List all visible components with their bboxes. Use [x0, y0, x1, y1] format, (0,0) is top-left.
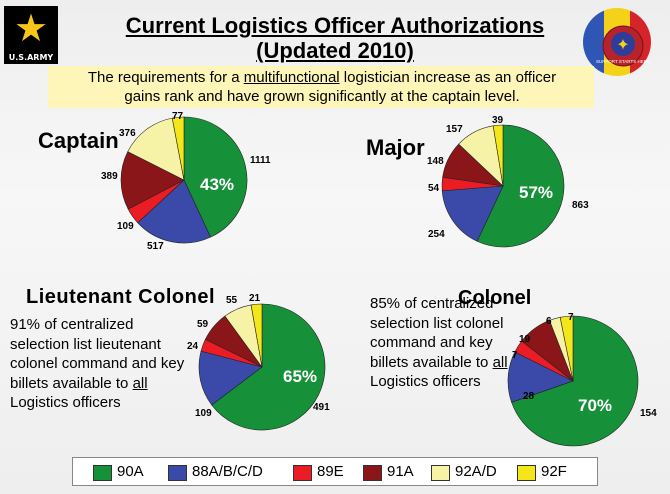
pct-major: 57% [519, 183, 554, 202]
label-cpt-389: 389 [101, 171, 118, 182]
label-cpt-517: 517 [147, 241, 164, 252]
legend-swatch-92f [517, 465, 536, 481]
label-ltc-24: 24 [187, 341, 199, 352]
label-cpt-77: 77 [172, 111, 184, 122]
label-maj-148: 148 [427, 156, 444, 167]
note-ltc: 91% of centralized selection list lieute… [10, 315, 186, 413]
title-line-2: (Updated 2010) [256, 38, 414, 63]
crest-text: SUPPORT STARTS HERE [596, 59, 650, 64]
label-cpt-1111: 1111 [250, 155, 271, 166]
banner-line-2: gains rank and have grown significantly … [124, 88, 520, 105]
note-col-text: 85% of centralized selection list colone… [370, 295, 504, 371]
label-col-154: 154 [640, 408, 657, 419]
banner-emphasis: multifunctional [243, 69, 340, 86]
pie-slice-ltc-92f [250, 303, 263, 368]
label-maj-54: 54 [428, 183, 440, 194]
pie-slice-major-88abcd [441, 185, 504, 242]
legend-swatch-89e [293, 465, 312, 481]
note-col: 85% of centralized selection list colone… [370, 294, 520, 392]
pie-slice-ltc-88abcd [198, 350, 263, 406]
pie-slice-major-90a [476, 124, 565, 248]
title-line-1: Current Logistics Officer Authorizations [125, 13, 545, 38]
note-ltc-underlined: all [132, 374, 148, 392]
note-ltc-text: 91% of centralized selection list lieute… [10, 316, 185, 392]
pie-slice-colonel-92f [559, 315, 574, 382]
banner-part-1: The requirements for a [87, 69, 244, 86]
label-maj-863: 863 [572, 200, 589, 211]
regimental-crest-icon: ✦ SUPPORT STARTS HERE [583, 8, 651, 76]
label-col-28: 28 [523, 391, 535, 402]
rank-title-captain: Captain [38, 128, 119, 153]
legend-swatch-88a [168, 465, 187, 481]
note-col-underlined: all [492, 353, 508, 371]
legend-label-90a: 90A [117, 463, 144, 480]
legend-swatch-91a [363, 465, 382, 481]
pie-slice-colonel-90a [511, 315, 639, 447]
label-col-19: 19 [519, 334, 531, 345]
pie-slice-captain-92ad [127, 117, 185, 181]
label-ltc-109: 109 [195, 408, 212, 419]
pct-ltc: 65% [283, 367, 318, 386]
pie-slice-captain-90a [183, 116, 248, 238]
note-ltc-tail: Logistics officers [10, 394, 121, 411]
label-cpt-376: 376 [119, 128, 136, 139]
banner-line-1: The requirements for a multifunctional l… [52, 68, 592, 87]
star-icon: ★ [13, 8, 49, 50]
legend-label-92f: 92F [541, 463, 567, 480]
army-logo: ★ U.S.ARMY [4, 6, 58, 64]
rank-title-ltc: Lieutenant Colonel [26, 286, 215, 308]
label-ltc-55: 55 [226, 295, 238, 306]
label-ltc-491: 491 [313, 402, 330, 413]
pie-slice-ltc-90a [211, 303, 326, 431]
label-ltc-59: 59 [197, 319, 209, 330]
label-maj-157: 157 [446, 124, 463, 135]
pie-slice-captain-88abcd [137, 179, 211, 244]
legend-label-89e: 89E [317, 463, 344, 480]
legend-swatch-92ad [431, 465, 450, 481]
label-col-7b: 7 [568, 312, 574, 323]
label-maj-39: 39 [492, 115, 504, 126]
label-col-7a: 7 [512, 350, 518, 361]
note-col-tail: Logistics officers [370, 373, 481, 390]
logo-text: U.S.ARMY [8, 53, 54, 62]
pct-captain: 43% [200, 175, 235, 194]
rank-title-major: Major [366, 135, 425, 160]
pie-slice-captain-91a [120, 151, 185, 210]
legend: 90A 88A/B/C/D 89E 91A 92A/D 92F [72, 457, 598, 486]
label-col-6: 6 [546, 316, 552, 327]
pie-slice-captain-92f [171, 116, 185, 181]
legend-label-88a: 88A/B/C/D [192, 463, 263, 480]
banner-text: The requirements for a multifunctional l… [52, 68, 592, 106]
legend-swatch-90a [93, 465, 112, 481]
pie-slice-major-92f [492, 124, 504, 187]
banner-box [48, 66, 594, 108]
label-ltc-21: 21 [249, 293, 261, 304]
label-maj-254: 254 [428, 229, 445, 240]
svg-text:✦: ✦ [616, 37, 629, 54]
legend-label-92ad: 92A/D [455, 463, 497, 480]
legend-label-91a: 91A [387, 463, 414, 480]
page-title: Current Logistics Officer Authorizations… [60, 13, 610, 63]
rank-title-colonel: Colonel [458, 287, 532, 309]
label-cpt-109: 109 [117, 221, 134, 232]
pct-colonel: 70% [578, 396, 613, 415]
banner-part-2: logistician increase as an officer [339, 69, 557, 86]
